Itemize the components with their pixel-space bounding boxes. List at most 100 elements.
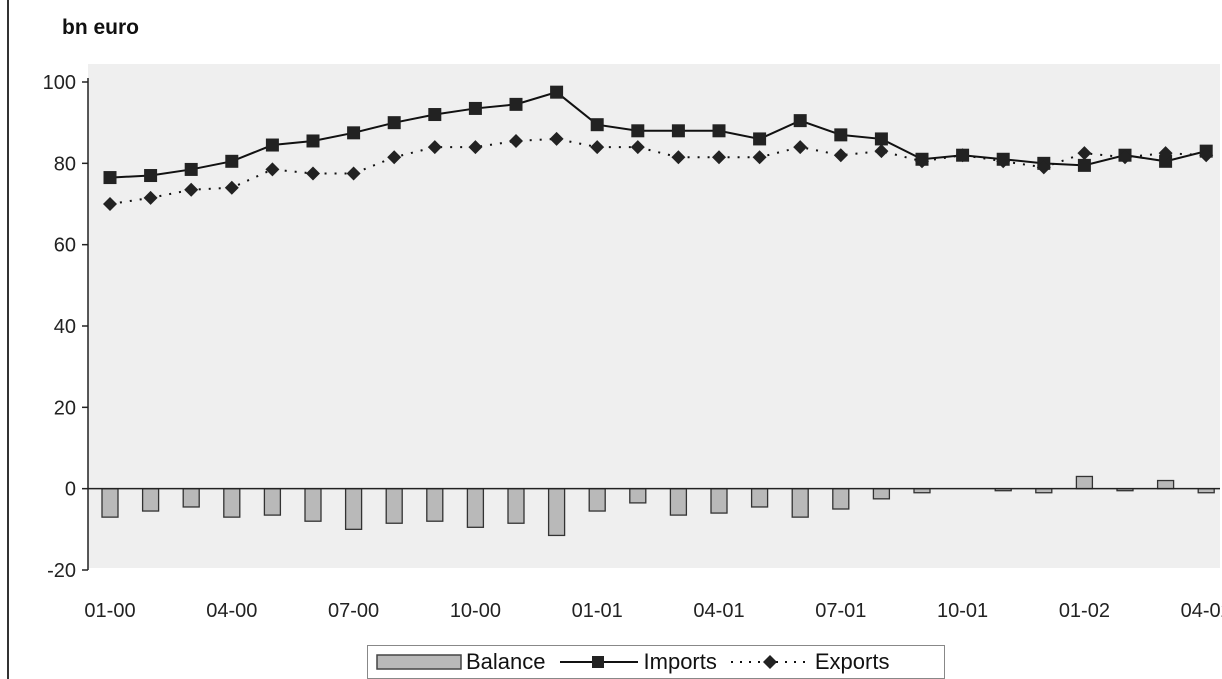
exports-point [1158, 146, 1173, 161]
imports-point [631, 124, 645, 138]
y-tick-label: 0 [65, 479, 76, 501]
balance-bar [1075, 475, 1094, 490]
exports-point [590, 140, 605, 155]
balance-bar [223, 488, 241, 518]
legend-item-imports: Imports [558, 649, 721, 675]
y-tick-label: 100 [43, 72, 76, 94]
x-tick-label: 01-00 [84, 600, 135, 622]
exports-point [915, 154, 929, 169]
imports-point [1159, 154, 1173, 168]
exports-point [1199, 148, 1214, 163]
imports-point [225, 154, 239, 168]
balance-bar [466, 488, 485, 528]
legend-label-balance: Balance [466, 649, 546, 674]
exports-point [1118, 150, 1132, 165]
exports-point [346, 166, 361, 181]
y-tick-label: -20 [47, 560, 76, 582]
balance-bar [304, 488, 322, 522]
imports-point [793, 114, 807, 128]
exports-point [1077, 146, 1092, 161]
exports-point [793, 140, 808, 155]
exports-point [955, 148, 970, 163]
balance-bar [629, 488, 647, 504]
exports-point [549, 131, 564, 146]
balance-bar [547, 488, 566, 537]
exports-point [1036, 160, 1051, 175]
x-axis: 01-00 04-00 07-00 10-00 01-01 04-01 07-01 10-01… [84, 600, 1222, 622]
exports-point [103, 197, 117, 211]
x-tick-label: 04-02 [1181, 600, 1222, 622]
balance-bar [1156, 479, 1175, 490]
imports-point [874, 132, 888, 146]
imports-point [103, 171, 117, 185]
balance-bar [507, 488, 525, 524]
exports-point [752, 150, 767, 165]
imports-point [265, 138, 279, 152]
x-tick-label: 10-00 [450, 600, 501, 622]
exports-line [109, 137, 1207, 205]
imports-point [306, 134, 320, 148]
imports-point [509, 97, 523, 111]
exports-point [387, 150, 402, 165]
exports-swatch-icon [730, 655, 809, 669]
x-tick-label: 01-02 [1059, 600, 1110, 622]
exports-point [630, 140, 645, 155]
imports-point [428, 108, 442, 122]
x-tick-label: 01-01 [572, 600, 623, 622]
x-tick-label: 04-00 [206, 600, 257, 622]
x-tick-label: 10-01 [937, 600, 988, 622]
exports-point [265, 162, 280, 177]
imports-point [144, 169, 158, 183]
balance-bar [182, 488, 200, 508]
balance-swatch-icon [376, 654, 462, 670]
y-tick-label: 20 [54, 397, 76, 419]
frame-border [7, 0, 9, 679]
imports-point [184, 162, 198, 176]
imports-point [347, 126, 361, 140]
y-axis: 100 80 60 40 20 0 -20 [43, 72, 89, 582]
balance-bar [588, 488, 606, 512]
balance-bar [872, 488, 891, 500]
y-unit-label: bn euro [62, 16, 139, 39]
imports-point [753, 132, 767, 146]
balance-bar [344, 488, 363, 530]
imports-point [387, 116, 401, 130]
balance-bar [426, 488, 444, 522]
x-tick-label: 07-01 [815, 600, 866, 622]
imports-point [590, 118, 604, 132]
exports-point [468, 140, 483, 155]
imports-point [468, 101, 482, 115]
legend-item-exports: Exports [729, 649, 894, 675]
balance-bars [101, 475, 1215, 537]
legend-label-exports: Exports [814, 649, 890, 674]
balance-bar [832, 488, 850, 510]
exports-point [671, 150, 686, 165]
balance-bar [750, 488, 769, 508]
exports-point [833, 148, 848, 163]
imports-point [834, 128, 848, 142]
exports-series [103, 131, 1214, 211]
imports-point [712, 124, 726, 138]
exports-point [712, 150, 726, 165]
balance-bar [101, 488, 119, 518]
exports-point [224, 180, 239, 195]
legend-item-balance: Balance [376, 649, 550, 675]
exports-point [143, 190, 158, 205]
y-tick-label: 40 [54, 316, 76, 338]
balance-bar [141, 488, 160, 512]
x-tick-label: 04-01 [693, 600, 744, 622]
balance-bar [263, 488, 282, 516]
exports-point [996, 154, 1011, 169]
balance-bar [791, 488, 809, 518]
legend: Balance Imports Exports [367, 645, 945, 679]
y-tick-label: 80 [54, 153, 76, 175]
exports-point [509, 133, 523, 148]
legend-label-imports: Imports [643, 649, 717, 674]
imports-line [109, 91, 1207, 179]
exports-point [184, 182, 199, 197]
exports-point [306, 166, 320, 181]
balance-bar [710, 488, 728, 514]
y-tick-label: 60 [54, 235, 76, 257]
exports-point [427, 140, 442, 155]
